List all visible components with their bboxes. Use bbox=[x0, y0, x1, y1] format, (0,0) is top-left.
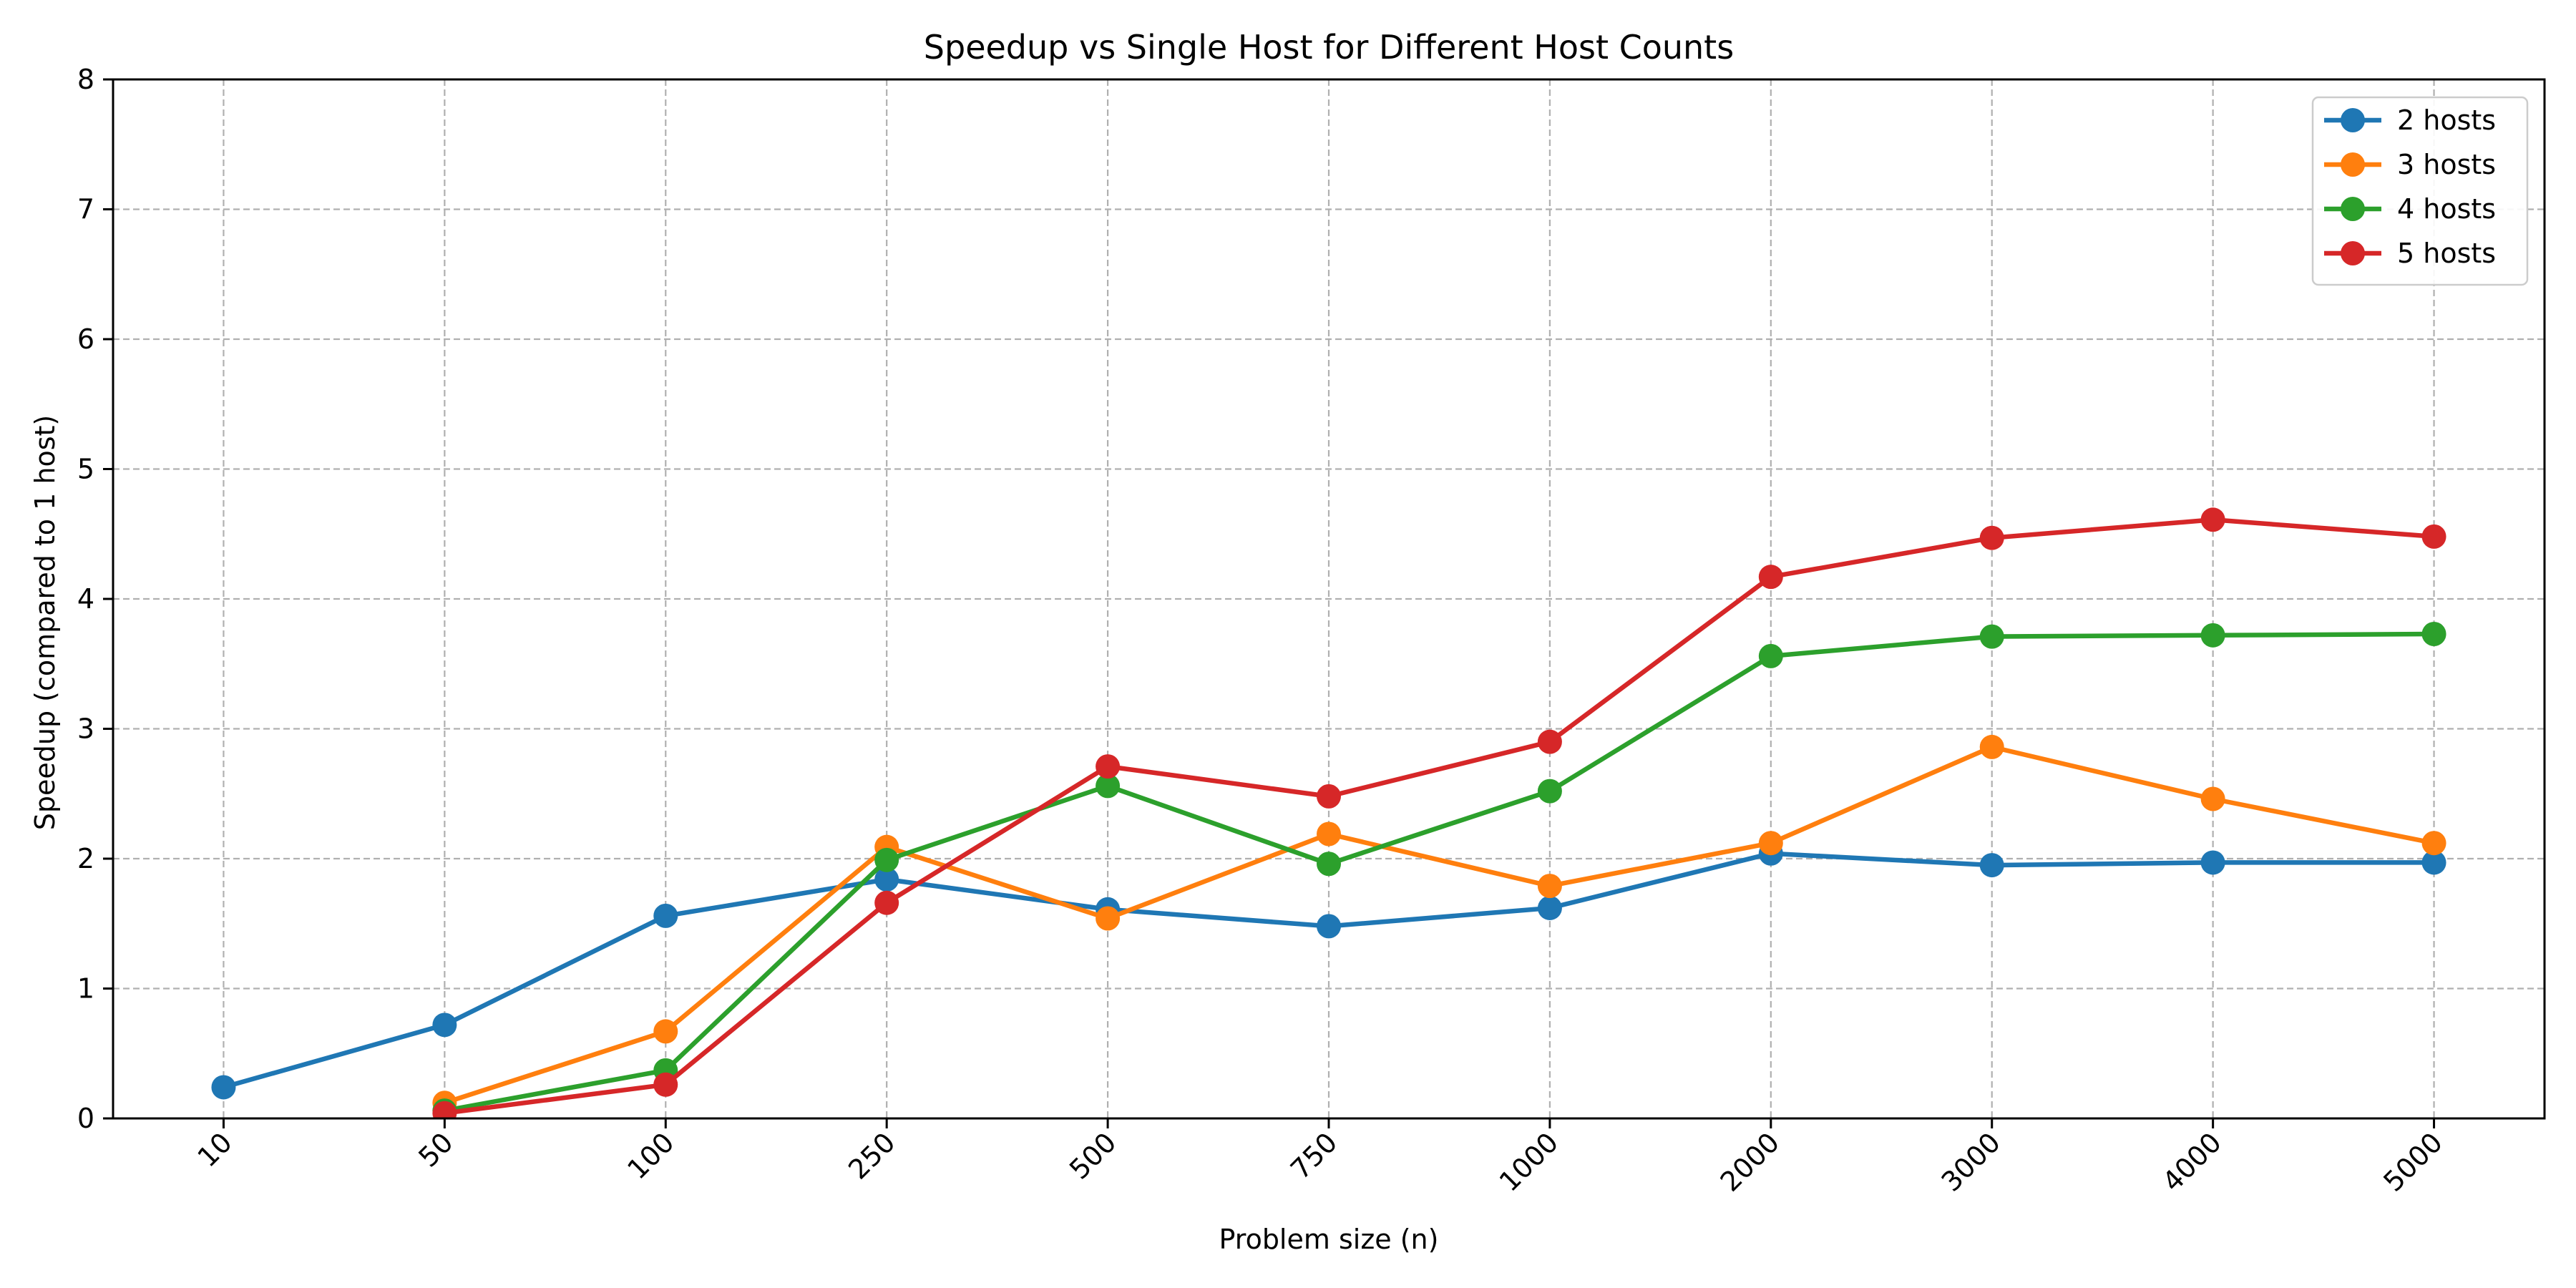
series-4-hosts bbox=[432, 622, 2446, 1118]
legend-item: 3 hosts bbox=[2324, 149, 2496, 180]
data-point bbox=[211, 1075, 236, 1100]
series-5-hosts bbox=[432, 507, 2446, 1118]
data-point bbox=[2421, 850, 2446, 875]
y-axis-label: Speedup (compared to 1 host) bbox=[29, 415, 61, 831]
legend-swatch-marker bbox=[2341, 152, 2365, 177]
y-tick-label: 5 bbox=[77, 454, 94, 485]
data-point bbox=[1758, 565, 1783, 590]
data-point bbox=[1317, 852, 1341, 877]
y-tick-label: 7 bbox=[77, 194, 94, 225]
data-point bbox=[1537, 895, 1562, 920]
legend-label: 4 hosts bbox=[2397, 193, 2496, 225]
series-2-hosts bbox=[211, 841, 2446, 1100]
legend-item: 2 hosts bbox=[2324, 104, 2496, 136]
data-point bbox=[2421, 524, 2446, 549]
legend-label: 2 hosts bbox=[2397, 104, 2496, 136]
data-point bbox=[1979, 624, 2004, 649]
data-point bbox=[874, 867, 899, 892]
data-point bbox=[1537, 874, 1562, 899]
y-tick-label: 2 bbox=[77, 843, 94, 874]
data-point bbox=[1537, 729, 1562, 754]
data-point bbox=[432, 1013, 457, 1038]
legend-item: 5 hosts bbox=[2324, 238, 2496, 269]
data-point bbox=[1317, 784, 1341, 809]
legend-box bbox=[2311, 96, 2529, 286]
data-point bbox=[653, 1072, 678, 1097]
series-line bbox=[444, 517, 2434, 1116]
data-point bbox=[2200, 850, 2225, 875]
data-point bbox=[2200, 623, 2225, 648]
legend-label: 3 hosts bbox=[2397, 149, 2496, 180]
data-point bbox=[2421, 831, 2446, 856]
data-point bbox=[1979, 525, 2004, 550]
data-point bbox=[1537, 779, 1562, 804]
y-tick-label: 1 bbox=[77, 973, 94, 1005]
y-tick-label: 0 bbox=[77, 1103, 94, 1134]
data-point bbox=[1979, 853, 2004, 878]
y-tick-label: 4 bbox=[77, 583, 94, 615]
chart-title: Speedup vs Single Host for Different Hos… bbox=[924, 28, 1734, 67]
legend: 2 hosts 3 hosts 4 hosts 5 hosts bbox=[2311, 96, 2529, 286]
data-point bbox=[874, 890, 899, 915]
data-point bbox=[1317, 914, 1341, 939]
series-line bbox=[444, 631, 2434, 1113]
data-point bbox=[1096, 906, 1121, 931]
data-point bbox=[653, 903, 678, 928]
data-point bbox=[2200, 507, 2225, 532]
series-line bbox=[444, 744, 2435, 1106]
data-point bbox=[1317, 821, 1341, 847]
x-axis-label: Problem size (n) bbox=[1219, 1224, 1439, 1255]
data-point bbox=[1758, 643, 1783, 668]
y-tick-label: 6 bbox=[77, 323, 94, 355]
data-point bbox=[2200, 786, 2225, 811]
legend-swatch-marker bbox=[2341, 241, 2365, 265]
legend-label: 5 hosts bbox=[2397, 238, 2496, 269]
data-point bbox=[1979, 734, 2004, 759]
data-point bbox=[2421, 622, 2446, 647]
y-tick-label: 3 bbox=[77, 713, 94, 745]
data-point bbox=[653, 1019, 678, 1044]
data-point bbox=[874, 847, 899, 872]
y-axis: 0 1 2 3 4 5 6 7 8 bbox=[77, 64, 113, 1134]
data-point bbox=[1096, 754, 1121, 779]
gridlines bbox=[113, 78, 2545, 1120]
legend-swatch-marker bbox=[2341, 197, 2365, 221]
data-point bbox=[1758, 831, 1783, 856]
series-layer bbox=[211, 507, 2446, 1118]
legend-item: 4 hosts bbox=[2324, 193, 2496, 225]
data-point bbox=[432, 1101, 457, 1118]
y-tick-label: 8 bbox=[77, 64, 94, 95]
legend-swatch-marker bbox=[2341, 108, 2365, 132]
data-point bbox=[1096, 774, 1121, 799]
